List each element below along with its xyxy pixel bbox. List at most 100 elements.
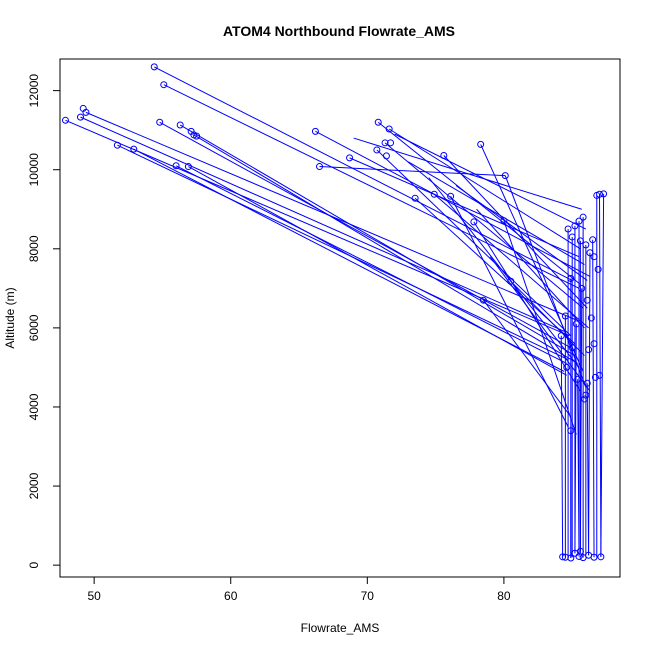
data-point: [387, 139, 395, 147]
data-point: [477, 140, 485, 148]
series-line: [428, 177, 580, 368]
data-point: [587, 314, 595, 322]
data-point: [590, 553, 598, 561]
data-point: [559, 553, 567, 561]
series-line: [163, 84, 580, 289]
series-line: [179, 124, 576, 356]
data-point: [596, 371, 604, 379]
data-point: [590, 340, 598, 348]
data-point: [172, 162, 180, 170]
data-point: [585, 346, 593, 354]
data-point: [176, 121, 184, 129]
data-point: [76, 113, 84, 121]
y-tick-label: 0: [27, 561, 41, 568]
series-line: [489, 256, 591, 392]
series-line: [65, 119, 570, 337]
data-point: [568, 233, 576, 241]
data-point: [594, 265, 602, 273]
x-tick-label: 80: [497, 589, 511, 603]
y-tick-label: 12000: [27, 74, 41, 108]
data-point: [567, 427, 575, 435]
y-tick-label: 2000: [27, 472, 41, 499]
series-line: [588, 252, 591, 556]
data-point: [113, 141, 121, 149]
data-point: [470, 218, 478, 226]
data-point: [564, 225, 572, 233]
data-point: [557, 332, 565, 340]
series-line: [577, 379, 580, 557]
data-point: [571, 222, 579, 230]
series-line: [592, 239, 595, 558]
y-tick-label: 4000: [27, 393, 41, 420]
series-line: [117, 144, 569, 360]
data-point: [572, 320, 580, 328]
series-line: [384, 142, 584, 309]
data-point: [440, 151, 448, 159]
data-point: [583, 296, 591, 304]
x-tick-label: 60: [224, 589, 238, 603]
series-line: [483, 299, 570, 416]
series-line: [388, 128, 581, 250]
data-point: [316, 163, 324, 171]
data-point: [590, 253, 598, 261]
data-point: [561, 312, 569, 320]
data-point: [447, 192, 455, 200]
series-line: [80, 116, 566, 333]
data-point: [130, 145, 138, 153]
data-point: [160, 81, 168, 89]
data-point: [61, 116, 69, 124]
chart-title: ATOM4 Northbound Flowrate_AMS: [223, 23, 455, 39]
data-point: [374, 118, 382, 126]
series-line: [188, 166, 567, 376]
data-point: [385, 125, 393, 133]
data-point: [591, 373, 599, 381]
data-point: [184, 163, 192, 171]
y-tick-label: 8000: [27, 235, 41, 262]
data-point: [156, 118, 164, 126]
series-line: [503, 220, 577, 435]
data-point: [563, 363, 571, 371]
data-point: [589, 236, 597, 244]
series-line: [315, 130, 591, 277]
series-line: [193, 134, 578, 364]
x-axis: 50 60 70 80: [87, 576, 511, 603]
data-point: [578, 284, 586, 292]
series-line: [443, 155, 588, 309]
data-point: [479, 296, 487, 304]
series-line: [599, 194, 602, 557]
series-line: [480, 144, 584, 372]
data-point: [567, 554, 575, 562]
data-point: [382, 152, 390, 160]
data-point: [579, 213, 587, 221]
series-line: [455, 185, 588, 281]
data-point: [311, 127, 319, 135]
data-point: [568, 344, 576, 352]
data-point: [507, 277, 515, 285]
series-line: [574, 323, 577, 554]
data-point: [586, 249, 594, 257]
data-point: [430, 190, 438, 198]
data-point: [500, 217, 508, 225]
data-point: [501, 172, 509, 180]
data-point: [582, 391, 590, 399]
series-line: [476, 208, 585, 329]
data-point: [150, 63, 158, 71]
data-point: [411, 194, 419, 202]
series-line: [353, 137, 582, 210]
series-line: [175, 165, 567, 364]
data-point: [583, 379, 591, 387]
series-line: [159, 121, 572, 349]
data-point: [567, 274, 575, 282]
series-line: [586, 383, 590, 556]
data-point: [381, 139, 389, 147]
x-tick-label: 50: [87, 589, 101, 603]
series-line: [394, 133, 587, 230]
y-tick-label: 10000: [27, 153, 41, 187]
y-axis-label: Altitude (m): [3, 287, 17, 348]
y-axis: 0 2000 4000 6000 8000 10000 12000: [27, 74, 61, 568]
data-point: [580, 395, 588, 403]
data-point: [576, 547, 584, 555]
data-point: [596, 190, 604, 198]
